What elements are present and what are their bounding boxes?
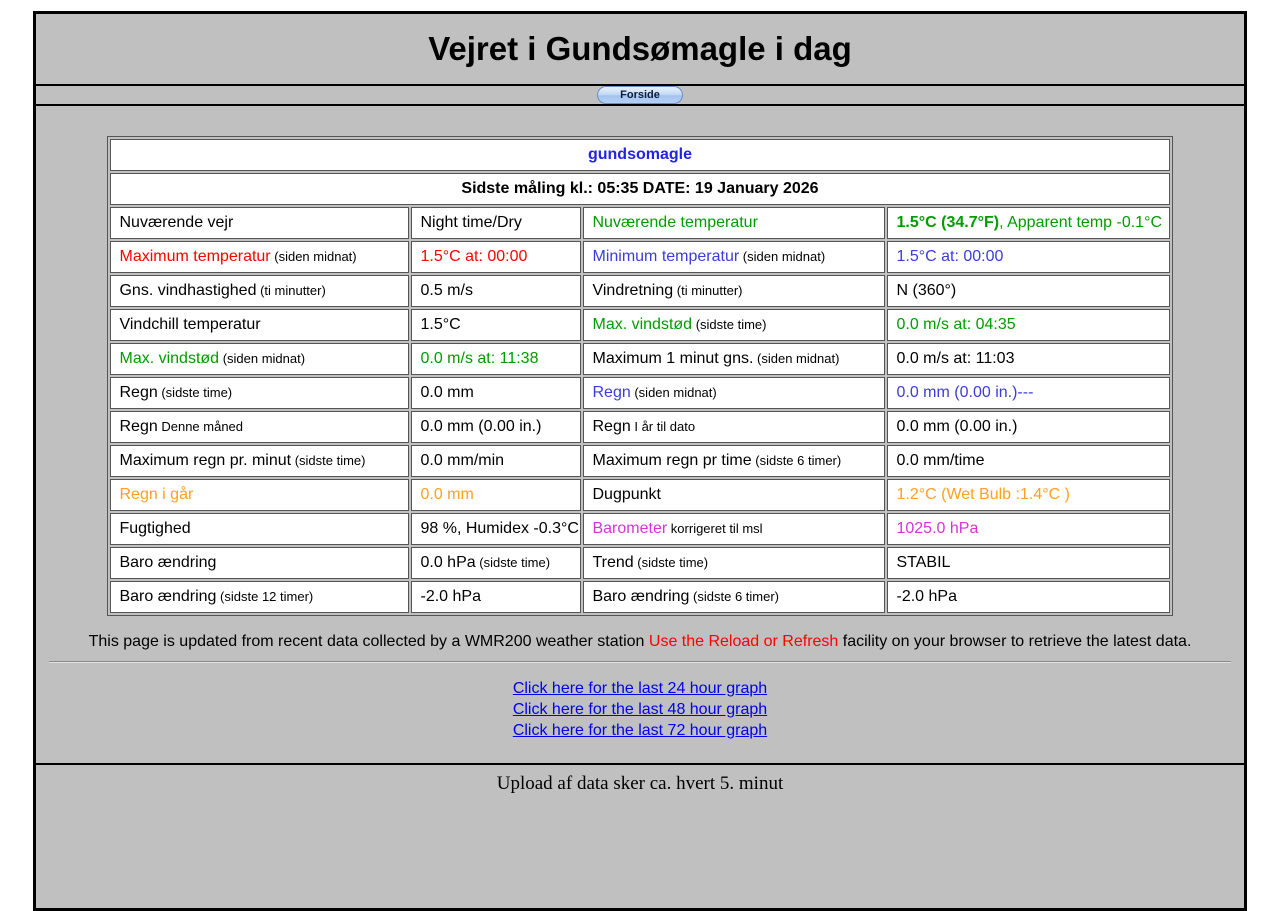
weather-value-cell: 1.2°C (Wet Bulb :1.4°C ) [887, 479, 1170, 511]
graph-links: Click here for the last 24 hour graph Cl… [36, 678, 1244, 741]
weather-label-cell: Regn Denne måned [110, 411, 410, 443]
weather-table: gundsomagle Sidste måling kl.: 05:35 DAT… [107, 136, 1173, 616]
table-row: Baro ændring (sidste 12 timer) -2.0 hPa Ba… [110, 581, 1170, 613]
station-name-row: gundsomagle [110, 139, 1170, 171]
update-note-prefix: This page is updated from recent data co… [88, 633, 649, 650]
weather-label-cell: Baro ændring (sidste 12 timer) [110, 581, 410, 613]
table-row: Maximum temperatur (siden midnat) 1.5°C a… [110, 241, 1170, 273]
weather-label-cell: Maximum 1 minut gns. (siden midnat) [583, 343, 886, 375]
weather-value-cell: STABIL [887, 547, 1170, 579]
weather-table-body: gundsomagle Sidste måling kl.: 05:35 DAT… [110, 139, 1170, 613]
graph-link-48h[interactable]: Click here for the last 48 hour graph [512, 701, 768, 718]
weather-value-cell: 0.5 m/s [411, 275, 582, 307]
nav-bar: Forside [36, 86, 1244, 106]
weather-value-cell: 0.0 mm [411, 377, 582, 409]
graph-link-24h[interactable]: Click here for the last 24 hour graph [512, 680, 768, 697]
weather-label-cell: Regn I år til dato [583, 411, 886, 443]
footer-band: Upload af data sker ca. hvert 5. minut [36, 763, 1244, 835]
weather-label-cell: Nuværende vejr [110, 207, 410, 239]
last-reading-row: Sidste måling kl.: 05:35 DATE: 19 Januar… [110, 173, 1170, 205]
weather-label-cell: Max. vindstød (sidste time) [583, 309, 886, 341]
weather-label-cell: Baro ændring [110, 547, 410, 579]
update-note: This page is updated from recent data co… [36, 633, 1244, 651]
weather-value-cell: Night time/Dry [411, 207, 582, 239]
table-row: Nuværende vejr Night time/Dry Nuværende te… [110, 207, 1170, 239]
table-row: Baro ændring 0.0 hPa (sidste time) Trend (… [110, 547, 1170, 579]
weather-label-cell: Regn i går [110, 479, 410, 511]
weather-value-cell: 0.0 mm (0.00 in.)--- [887, 377, 1170, 409]
weather-label-cell: Vindchill temperatur [110, 309, 410, 341]
weather-label-cell: Gns. vindhastighed (ti minutter) [110, 275, 410, 307]
update-note-suffix: facility on your browser to retrieve the… [838, 633, 1192, 650]
weather-value-cell: 98 %, Humidex -0.3°C [411, 513, 582, 545]
forside-button[interactable]: Forside [597, 86, 683, 104]
weather-label-cell: Maximum regn pr. minut (sidste time) [110, 445, 410, 477]
graph-link-72h[interactable]: Click here for the last 72 hour graph [512, 722, 768, 739]
weather-label-cell: Max. vindstød (siden midnat) [110, 343, 410, 375]
weather-value-cell: 0.0 m/s at: 04:35 [887, 309, 1170, 341]
weather-label-cell: Maximum regn pr time (sidste 6 timer) [583, 445, 886, 477]
weather-value-cell: 0.0 mm (0.00 in.) [887, 411, 1170, 443]
weather-label-cell: Vindretning (ti minutter) [583, 275, 886, 307]
table-row: Gns. vindhastighed (ti minutter) 0.5 m/s V… [110, 275, 1170, 307]
table-row: Fugtighed 98 %, Humidex -0.3°C Barometer k… [110, 513, 1170, 545]
weather-value-cell: 0.0 mm/min [411, 445, 582, 477]
weather-label-cell: Regn (siden midnat) [583, 377, 886, 409]
title-band: Vejret i Gundsømagle i dag [36, 14, 1244, 86]
table-row: Regn (sidste time) 0.0 mm Regn (siden midn… [110, 377, 1170, 409]
weather-label-cell: Baro ændring (sidste 6 timer) [583, 581, 886, 613]
station-name-header: gundsomagle [110, 139, 1170, 171]
divider [49, 661, 1231, 663]
weather-label-cell: Minimum temperatur (siden midnat) [583, 241, 886, 273]
weather-value-cell: 0.0 m/s at: 11:03 [887, 343, 1170, 375]
page-title: Vejret i Gundsømagle i dag [428, 30, 852, 67]
weather-value-cell: 0.0 mm/time [887, 445, 1170, 477]
weather-label-cell: Fugtighed [110, 513, 410, 545]
weather-value-cell: 1.5°C [411, 309, 582, 341]
table-row: Regn i går 0.0 mm Dugpunkt 1.2°C (Wet Bulb … [110, 479, 1170, 511]
page-container: Vejret i Gundsømagle i dag Forside gunds… [33, 11, 1247, 911]
last-reading-header: Sidste måling kl.: 05:35 DATE: 19 Januar… [110, 173, 1170, 205]
weather-value-cell: 0.0 hPa (sidste time) [411, 547, 582, 579]
main-content: gundsomagle Sidste måling kl.: 05:35 DAT… [36, 106, 1244, 835]
weather-value-cell: -2.0 hPa [887, 581, 1170, 613]
upload-note: Upload af data sker ca. hvert 5. minut [496, 773, 784, 794]
weather-value-cell: -2.0 hPa [411, 581, 582, 613]
weather-label-cell: Nuværende temperatur [583, 207, 886, 239]
weather-value-cell: 0.0 mm (0.00 in.) [411, 411, 582, 443]
weather-label-cell: Dugpunkt [583, 479, 886, 511]
weather-value-cell: N (360°) [887, 275, 1170, 307]
weather-label-cell: Regn (sidste time) [110, 377, 410, 409]
weather-label-cell: Trend (sidste time) [583, 547, 886, 579]
weather-label-cell: Maximum temperatur (siden midnat) [110, 241, 410, 273]
reload-refresh-text: Use the Reload or Refresh [648, 633, 839, 650]
weather-label-cell: Barometer korrigeret til msl [583, 513, 886, 545]
table-row: Vindchill temperatur 1.5°C Max. vindstød (… [110, 309, 1170, 341]
table-row: Maximum regn pr. minut (sidste time) 0.0 … [110, 445, 1170, 477]
weather-value-cell: 1.5°C (34.7°F), Apparent temp -0.1°C [887, 207, 1170, 239]
weather-value-cell: 1025.0 hPa [887, 513, 1170, 545]
weather-value-cell: 1.5°C at: 00:00 [887, 241, 1170, 273]
table-row: Regn Denne måned 0.0 mm (0.00 in.) Regn I … [110, 411, 1170, 443]
weather-value-cell: 0.0 mm [411, 479, 582, 511]
weather-value-cell: 0.0 m/s at: 11:38 [411, 343, 582, 375]
weather-value-cell: 1.5°C at: 00:00 [411, 241, 582, 273]
table-row: Max. vindstød (siden midnat) 0.0 m/s at: … [110, 343, 1170, 375]
